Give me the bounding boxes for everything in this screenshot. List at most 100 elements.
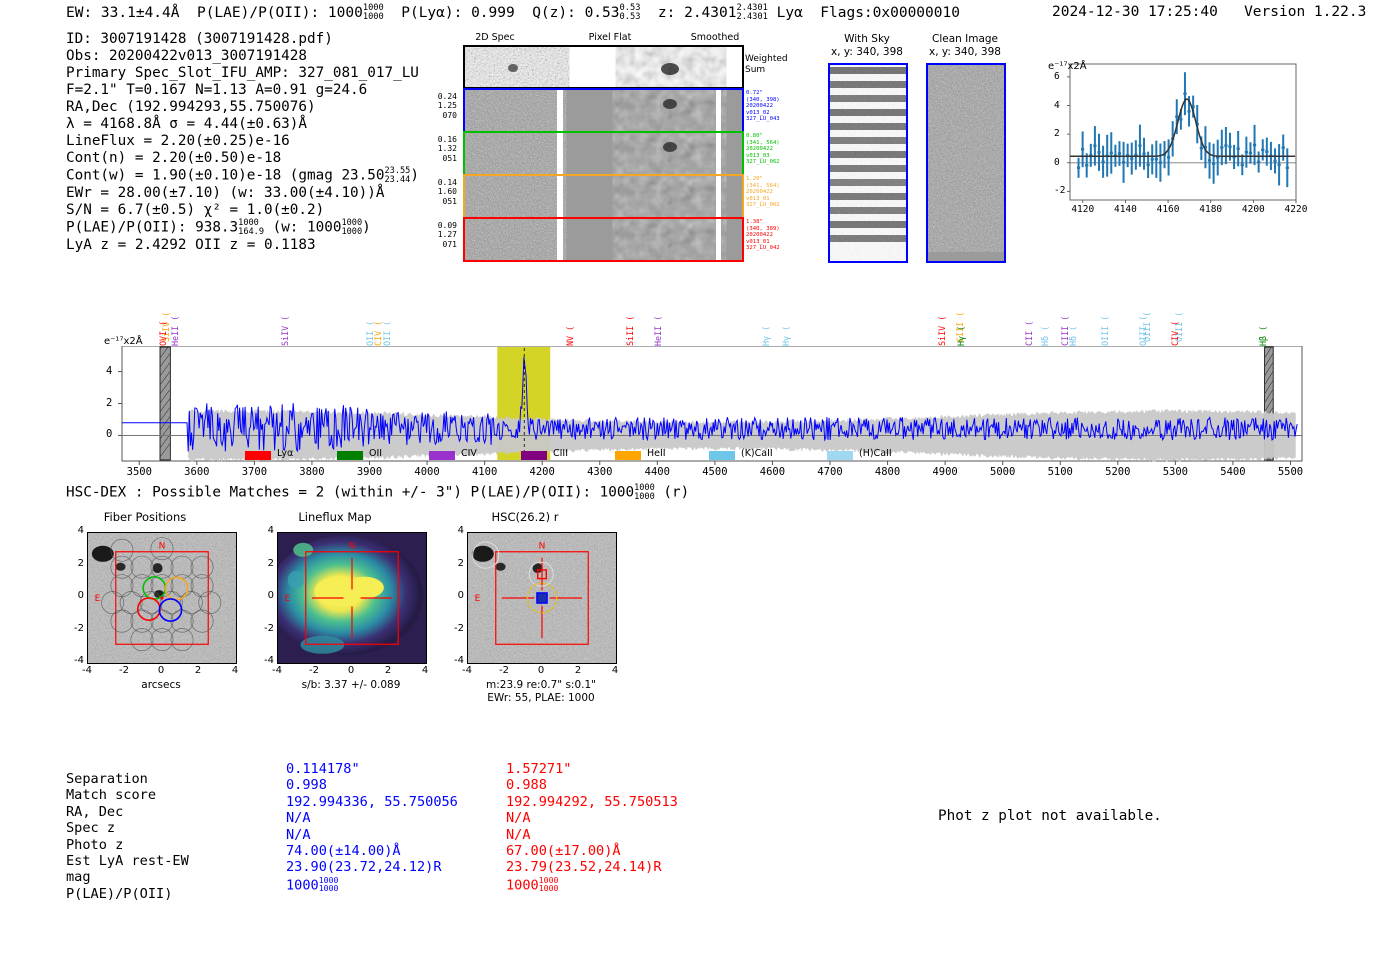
fullspec-xtick: 4200	[529, 466, 555, 478]
spectrum-line-label: Hδ (	[1067, 325, 1078, 346]
spectrum-line-label: Hγ (	[781, 325, 792, 346]
zoomplot-xtick: 4140	[1113, 204, 1137, 215]
fullspec-ytick: 4	[106, 364, 113, 377]
legend-swatch	[615, 451, 641, 460]
header-plya: P(Lyα): 0.999	[401, 4, 515, 21]
spec2d-row	[463, 174, 744, 219]
match-col1-value: 192.994336, 55.750056	[286, 793, 458, 810]
fullspec-xtick: 5000	[990, 466, 1016, 478]
info-line-obs: Obs: 20200422v013_3007191428	[66, 48, 308, 65]
header-ew: EW: 33.1±4.4Å	[66, 4, 180, 21]
match-col1-value: N/A	[286, 826, 311, 843]
match-col1-value: 0.998	[286, 777, 327, 794]
panel-caption: s/b: 3.37 +/- 0.089	[301, 679, 401, 691]
panel-xtick: -4	[272, 665, 282, 676]
cutout-cleanimage-image	[926, 63, 1006, 263]
legend-label: CIII	[553, 448, 569, 459]
hsc-plae-range: 1000 1000	[634, 483, 655, 502]
spec2d-row-right-labels: 0.80" (341, 564) 20200422 v013_03 327_LU_062	[746, 133, 780, 166]
legend-swatch	[521, 451, 547, 460]
panel-ytick: -4	[264, 655, 274, 666]
emission-line-zoom-plot: e⁻¹⁷x2Å	[1040, 58, 1302, 226]
panel-ytick: 0	[267, 590, 274, 601]
match-col2-value: 67.00(±17.00)Å	[506, 843, 621, 859]
panel-ytick: -2	[264, 622, 274, 634]
panel-xtick: 4	[231, 665, 239, 676]
spectrum-line-label: SiIV (	[279, 315, 290, 346]
fullspec-xtick: 3500	[126, 466, 152, 478]
fullspec-xtick: 4800	[874, 466, 901, 478]
spec2d-row	[463, 131, 744, 176]
panel-ytick: 4	[77, 525, 84, 536]
fullspec-xtick: 4700	[817, 466, 843, 478]
panel-xlabel: arcsecs	[141, 679, 181, 691]
spectrum-line-label: OIII (	[1138, 315, 1149, 346]
panel-xtick: 2	[384, 665, 392, 676]
info-line-cont-w: Cont(w) = 1.90(±0.10)e-18 (gmag 23.50 23.…	[66, 166, 419, 185]
header-timestamp-version: 2024-12-30 17:25:40 Version 1.22.3	[1052, 4, 1366, 20]
panel-caption: EWr: 55, PLAE: 1000	[487, 692, 595, 704]
header-summary-line: EW: 33.1±4.4Å P(LAE)/P(OII): 1000 1000 100…	[66, 4, 960, 21]
spec2d-row-left-labels: 0.14 1.60 051	[437, 178, 457, 206]
spectrum-line-label: OIII (	[1099, 315, 1110, 346]
match-row-label: RA, Dec	[66, 803, 124, 820]
panel-xtick: 0	[537, 665, 545, 676]
legend-swatch	[245, 451, 271, 460]
spectrum-line-label: OVI (	[157, 320, 168, 346]
spec2d-row-left-labels: 0.24 1.25 070	[437, 92, 457, 120]
panel-title: Lineflux Map	[298, 510, 372, 524]
fullspec-units: e⁻¹⁷x2Å	[104, 336, 143, 347]
source-info-block: ID: 3007191428 (3007191428.pdf) Obs: 202…	[66, 31, 419, 254]
bottom-panel-row: Fiber Positions N E -4 -2 0 2 4 4 2 0 -2 -4 arcsecs L…	[55, 510, 675, 735]
panel-caption: m:23.9 re:0.7" s:0.1"	[486, 679, 596, 691]
panel-xtick: 4	[611, 665, 619, 676]
match-col1-value: 1000 1000 1000	[286, 874, 339, 894]
spectrum-line-label: CIV (	[1170, 320, 1181, 346]
match-col2-value: 0.988	[506, 777, 547, 794]
panel-xtick: -2	[119, 665, 129, 676]
panel-ytick: 2	[267, 557, 274, 569]
spec2d-title-smoothed: Smoothed	[690, 32, 740, 43]
svg-text:E: E	[475, 594, 481, 604]
match-row-label: Separation	[66, 771, 148, 787]
version: Version 1.22.3	[1244, 4, 1367, 20]
spectrum-line-label: SiII (	[624, 315, 635, 346]
header-z: z: 2.4301	[657, 4, 737, 21]
spec2d-row-left-labels: 0.16 1.32 051	[437, 135, 457, 163]
fullspec-xtick: 4900	[932, 466, 958, 478]
svg-text:N: N	[159, 542, 166, 552]
spec2d-title-pixelflat: Pixel Flat	[588, 32, 632, 43]
fullspec-xtick: 4400	[644, 466, 670, 478]
spec2d-row	[463, 217, 744, 262]
info-line-ewr: EWr = 28.00(±7.10) (w: 33.00(±4.10))Å	[66, 185, 385, 202]
cutout-cleanimage-sub: x, y: 340, 398	[929, 46, 1001, 58]
info-line-lineflux: LineFlux = 2.20(±0.25)e-16	[66, 133, 290, 150]
info-line-lambda: λ = 4168.8Å σ = 4.44(±0.63)Å	[66, 116, 308, 133]
match-row-label: mag	[66, 869, 91, 886]
legend-label: (K)CaII	[741, 448, 773, 459]
svg-text:N: N	[349, 542, 356, 552]
header-plae: P(LAE)/P(OII): 1000	[196, 4, 363, 21]
panel-xtick: -4	[462, 665, 472, 676]
weighted-sum-strip	[463, 45, 744, 89]
fullspec-xtick: 3700	[241, 466, 268, 478]
fullspec-xtick: 5100	[1047, 466, 1073, 478]
spectrum-line-label: HeII (	[169, 315, 180, 346]
legend-swatch	[709, 451, 735, 460]
fullspec-xtick: 4100	[471, 466, 498, 478]
header-flags: Flags:0x00000010	[820, 4, 960, 21]
header-z-line: Lyα	[776, 4, 803, 21]
hsc-dex-text: HSC-DEX : Possible Matches = 2 (within +…	[66, 484, 635, 501]
panel-title: Fiber Positions	[103, 510, 187, 524]
info-line-seeing: F=2.1" T=0.167 N=1.13 A=0.91 g=24.6	[66, 82, 368, 99]
match-col1-value: N/A	[286, 810, 311, 827]
fullspec-xtick: 3900	[356, 466, 383, 478]
legend-label: Lyα	[277, 448, 294, 459]
fullspec-xtick: 4600	[759, 466, 786, 478]
panel-ytick: 4	[457, 525, 464, 536]
zoomplot-ytick: 0	[1054, 156, 1060, 168]
